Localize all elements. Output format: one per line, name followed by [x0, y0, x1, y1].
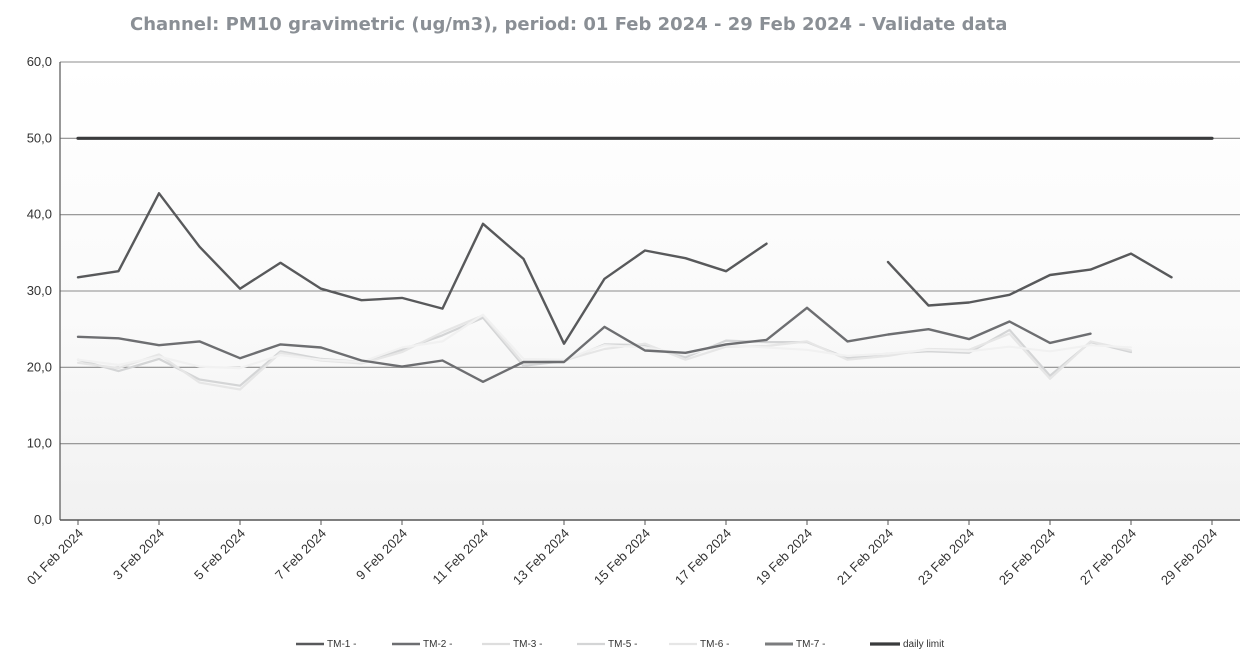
x-tick-label: 29 Feb 2024 — [1158, 526, 1220, 588]
x-tick-label: 17 Feb 2024 — [672, 526, 734, 588]
x-tick-label: 21 Feb 2024 — [834, 526, 896, 588]
y-tick-label: 30,0 — [27, 283, 52, 298]
legend-label: daily limit — [903, 639, 944, 650]
legend-label: TM-2 - — [423, 639, 452, 650]
x-tick-label: 7 Feb 2024 — [272, 526, 329, 583]
legend-label: TM-7 - — [796, 639, 825, 650]
x-tick-label: 01 Feb 2024 — [24, 526, 86, 588]
x-tick-label: 23 Feb 2024 — [915, 526, 977, 588]
series-line — [76, 314, 1133, 391]
x-tick-label: 19 Feb 2024 — [753, 526, 815, 588]
x-tick-label: 9 Feb 2024 — [353, 526, 410, 583]
legend-label: TM-6 - — [700, 639, 729, 650]
x-tick-label: 15 Feb 2024 — [591, 526, 653, 588]
legend-label: TM-5 - — [608, 639, 637, 650]
x-tick-label: 13 Feb 2024 — [510, 526, 572, 588]
y-tick-label: 50,0 — [27, 130, 52, 145]
chart-title: Channel: PM10 gravimetric (ug/m3), perio… — [130, 14, 1008, 35]
x-tick-label: 11 Feb 2024 — [430, 526, 492, 588]
series-line — [76, 192, 1173, 345]
y-tick-label: 60,0 — [27, 54, 52, 69]
legend-label: TM-1 - — [327, 639, 356, 650]
x-tick-label: 27 Feb 2024 — [1077, 526, 1139, 588]
x-tick-label: 25 Feb 2024 — [996, 526, 1058, 588]
series-lines — [76, 136, 1214, 391]
y-tick-label: 0,0 — [34, 512, 52, 527]
y-tick-label: 40,0 — [27, 207, 52, 222]
y-tick-label: 20,0 — [27, 359, 52, 374]
series-line — [76, 306, 1092, 383]
x-tick-label: 5 Feb 2024 — [191, 526, 248, 583]
series-line — [76, 313, 1133, 370]
y-tick-label: 10,0 — [27, 436, 52, 451]
x-tick-label: 3 Feb 2024 — [110, 526, 167, 583]
legend: TM-1 - TM-2 - TM-3 - TM-5 - TM-6 - TM-7 - dail… — [296, 639, 944, 650]
legend-label: TM-3 - — [513, 639, 542, 650]
x-axis-ticks: 01 Feb 2024 3 Feb 2024 5 Feb 2024 7 Feb 202… — [24, 520, 1220, 588]
y-axis-ticks: 0,0 10,0 20,0 30,0 40,0 50,0 60,0 — [27, 54, 52, 527]
